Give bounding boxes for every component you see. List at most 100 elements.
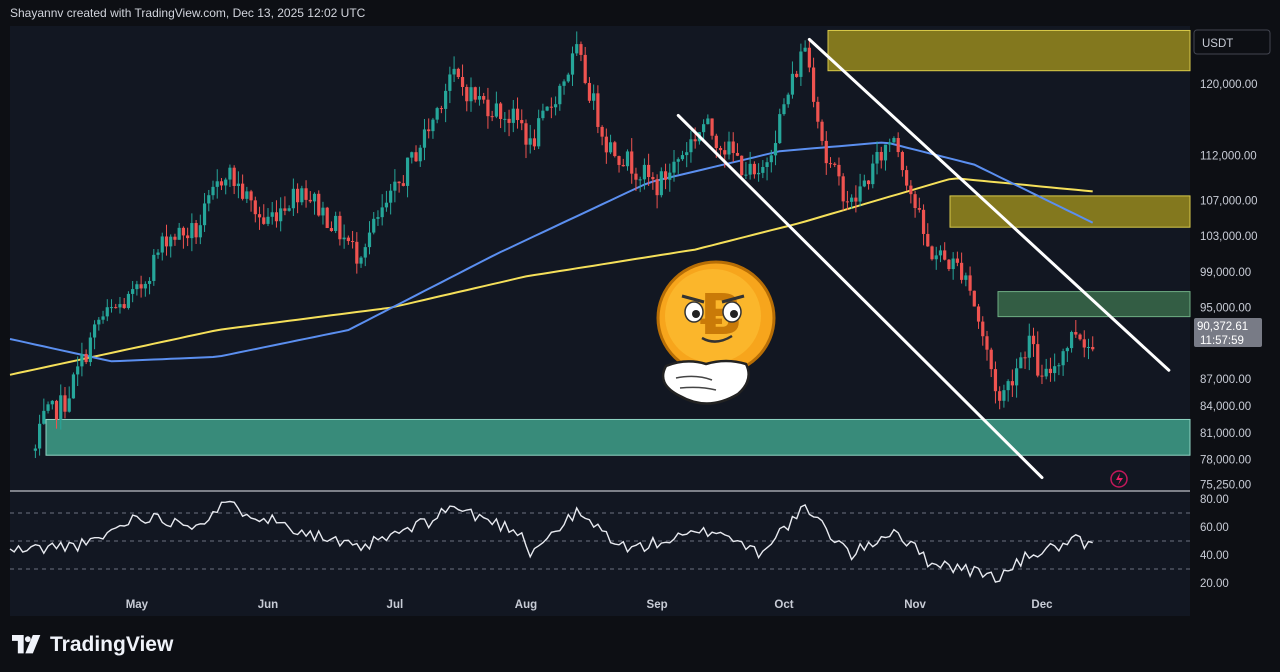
candle-body xyxy=(42,410,46,424)
candle-body xyxy=(757,172,761,175)
candle-body xyxy=(363,247,367,258)
candle-body xyxy=(109,307,114,309)
candle-body xyxy=(376,217,380,219)
candle-body xyxy=(338,215,342,240)
candle-body xyxy=(824,140,828,164)
candle-body xyxy=(1040,375,1044,377)
candle-body xyxy=(981,321,985,337)
candle-body xyxy=(1010,381,1014,386)
candle-body xyxy=(249,191,253,201)
trendlines-layer[interactable] xyxy=(676,37,1171,480)
candle-body xyxy=(862,180,866,187)
candle-body xyxy=(50,400,54,405)
countdown-label: 11:57:59 xyxy=(1200,335,1244,347)
tradingview-brand[interactable]: TradingView xyxy=(12,630,173,660)
candle-body xyxy=(287,208,291,211)
chart-caption: Shayannv created with TradingView.com, D… xyxy=(10,6,366,20)
candle-body xyxy=(427,129,431,132)
candle-body xyxy=(706,118,710,125)
candle-body xyxy=(507,118,511,123)
candle-body xyxy=(549,106,553,108)
rsi-tick-label: 60.00 xyxy=(1200,522,1229,534)
candle-body xyxy=(194,223,198,238)
candle-body xyxy=(245,191,249,199)
candle-body xyxy=(765,162,769,168)
candle-body xyxy=(782,104,786,115)
candle-body xyxy=(431,119,435,132)
price-tick-label: 112,000.00 xyxy=(1200,151,1257,163)
price-tick-label: 87,000.00 xyxy=(1200,374,1251,386)
candle-body xyxy=(875,151,879,164)
time-axis[interactable]: May Jun Jul Aug Sep Oct Nov Dec xyxy=(126,599,1053,611)
candle-body xyxy=(469,87,473,102)
zone-resistance xyxy=(997,291,1191,318)
candle-body xyxy=(190,223,194,239)
candle-body xyxy=(807,47,811,68)
candle-body xyxy=(380,207,384,218)
candle-body xyxy=(795,73,799,77)
candle-body xyxy=(896,138,900,153)
candles-layer[interactable] xyxy=(33,31,1095,459)
candle-body xyxy=(160,236,164,253)
candle-body xyxy=(1065,348,1069,352)
candle-body xyxy=(342,237,346,240)
candle-body xyxy=(177,227,181,240)
candle-body xyxy=(152,254,156,281)
candle-body xyxy=(833,163,837,165)
candle-body xyxy=(397,181,401,184)
candle-body xyxy=(1048,368,1053,374)
price-tick-label: 75,250.00 xyxy=(1200,479,1251,491)
candle-body xyxy=(173,236,177,240)
candle-body xyxy=(562,81,566,86)
candle-body xyxy=(596,93,600,127)
candle-body xyxy=(317,193,321,216)
candle-body xyxy=(1074,332,1078,335)
candle-body xyxy=(1053,366,1057,374)
candle-body xyxy=(735,152,740,156)
month-label: Jun xyxy=(258,599,278,611)
candle-body xyxy=(854,197,858,202)
price-tick-label: 78,000.00 xyxy=(1200,455,1251,467)
candle-body xyxy=(270,212,274,217)
candle-body xyxy=(1091,346,1095,350)
candle-body xyxy=(993,369,998,392)
candle-body xyxy=(367,232,372,248)
currency-badge[interactable]: USDT xyxy=(1193,29,1271,55)
candle-body xyxy=(253,200,257,215)
candle-body xyxy=(579,44,583,55)
candle-body xyxy=(537,118,541,147)
candle-body xyxy=(490,116,494,118)
candle-body xyxy=(786,94,790,105)
candle-body xyxy=(1078,334,1082,340)
candle-body xyxy=(329,228,334,232)
price-tick-label: 84,000.00 xyxy=(1200,401,1251,413)
candle-body xyxy=(727,141,731,155)
candle-body xyxy=(207,195,211,204)
candle-body xyxy=(118,304,122,308)
candle-body xyxy=(951,258,955,270)
candle-body xyxy=(976,306,981,322)
candle-body xyxy=(913,194,917,209)
candle-body xyxy=(634,173,638,180)
candle-body xyxy=(837,164,841,177)
price-tick-label: 107,000.00 xyxy=(1200,195,1258,207)
candle-body xyxy=(524,123,528,145)
last-price-badge: 90,372.61 11:57:59 xyxy=(1194,318,1262,347)
candle-body xyxy=(972,290,976,307)
candle-body xyxy=(215,181,219,187)
zone-upper-supply xyxy=(827,29,1191,72)
candle-body xyxy=(989,349,993,370)
candle-body xyxy=(92,324,97,338)
candle-body xyxy=(88,337,92,363)
candle-body xyxy=(262,217,266,224)
candle-body xyxy=(921,209,926,234)
candle-body xyxy=(575,44,579,54)
price-tick-label: 120,000.00 xyxy=(1200,79,1258,91)
price-axis[interactable]: 120,000.00 112,000.00 107,000.00 103,000.00… xyxy=(1200,79,1258,491)
chart-pane-bg xyxy=(10,26,1190,616)
lightning-alert-icon[interactable] xyxy=(1110,470,1128,488)
candle-body xyxy=(444,90,448,109)
candle-body xyxy=(422,129,427,148)
candle-body xyxy=(761,167,765,173)
